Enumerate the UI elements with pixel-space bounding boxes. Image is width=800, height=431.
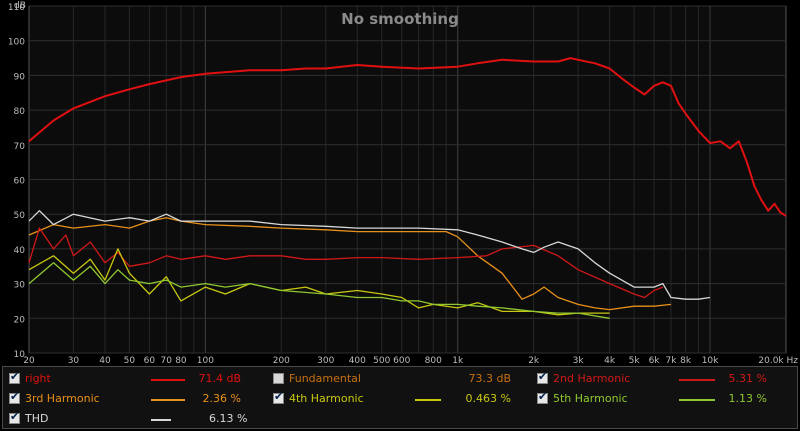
- x-tick-label: 20.0k Hz: [758, 356, 798, 366]
- check-mark-icon: ✔: [538, 370, 547, 384]
- x-tick-label: 6k: [649, 356, 661, 366]
- x-tick-label: 200: [273, 356, 290, 366]
- check-mark-icon: ✔: [538, 390, 547, 404]
- x-tick-label: 100: [197, 356, 214, 366]
- checkbox-4th-harmonic[interactable]: ✔: [273, 393, 284, 404]
- legend-value: 5.31 %: [729, 372, 767, 386]
- rew-distortion-window: 10 20 30 40 50 60 70 80 90 100 110 dB 20 30 40 50 60 70 80…: [0, 0, 800, 431]
- legend-value: 2.36 %: [203, 392, 241, 406]
- legend-label: 2nd Harmonic: [553, 372, 630, 386]
- x-tick-label: 600: [393, 356, 410, 366]
- y-tick-label: 30: [14, 281, 26, 291]
- legend-label: THD: [25, 412, 48, 426]
- x-tick-label: 5k: [629, 356, 641, 366]
- legend-line-swatch: [151, 419, 171, 421]
- y-tick-label: 20: [14, 315, 26, 325]
- x-tick-label: 20: [23, 356, 35, 366]
- checkbox-5th-harmonic[interactable]: ✔: [537, 393, 548, 404]
- y-tick-label: 80: [14, 107, 26, 117]
- legend-value: 0.463 %: [466, 392, 511, 406]
- checkbox-right[interactable]: ✔: [9, 373, 20, 384]
- x-tick-label: 2k: [528, 356, 540, 366]
- checkbox-thd[interactable]: ✔: [9, 413, 20, 424]
- legend-label: Fundamental: [289, 372, 361, 386]
- y-tick-label: 90: [14, 72, 26, 82]
- legend-item-4th-harmonic[interactable]: ✔ 4th Harmonic 0.463 %: [273, 390, 513, 408]
- x-tick-label: 8k: [680, 356, 692, 366]
- x-tick-label: 60: [144, 356, 156, 366]
- x-tick-label: 10k: [702, 356, 719, 366]
- legend-value: 71.4 dB: [198, 372, 241, 386]
- legend-item-thd[interactable]: ✔ THD 6.13 %: [9, 410, 249, 428]
- legend-item-2nd-harmonic[interactable]: ✔ 2nd Harmonic 5.31 %: [537, 370, 769, 388]
- x-tick-label: 80: [175, 356, 187, 366]
- legend-label: 3rd Harmonic: [25, 392, 100, 406]
- y-tick-label: 50: [14, 211, 26, 221]
- checkbox-2nd-harmonic[interactable]: ✔: [537, 373, 548, 384]
- x-tick-label: 4k: [604, 356, 616, 366]
- legend-line-swatch: [151, 399, 185, 401]
- legend-line-swatch: [679, 399, 715, 401]
- check-mark-icon: ✔: [274, 390, 283, 404]
- checkbox-fundamental[interactable]: [273, 373, 284, 384]
- legend-panel: ✔ right 71.4 dB Fundamental 73.3 dB ✔ 2n…: [2, 366, 798, 429]
- legend-label: right: [25, 372, 51, 386]
- legend-value: 1.13 %: [729, 392, 767, 406]
- checkbox-3rd-harmonic[interactable]: ✔: [9, 393, 20, 404]
- legend-line-swatch: [679, 379, 715, 381]
- x-tick-label: 30: [68, 356, 80, 366]
- x-tick-label: 400: [349, 356, 366, 366]
- x-tick-label: 500: [373, 356, 390, 366]
- x-tick-label: 40: [99, 356, 111, 366]
- check-mark-icon: ✔: [10, 370, 19, 384]
- x-tick-label: 50: [124, 356, 136, 366]
- legend-label: 4th Harmonic: [289, 392, 364, 406]
- x-tick-label: 70: [161, 356, 173, 366]
- y-tick-label: 100: [8, 38, 25, 48]
- legend-line-swatch: [151, 379, 185, 381]
- x-tick-label: 1k: [452, 356, 464, 366]
- y-unit-label: dB: [14, 1, 26, 11]
- legend-item-5th-harmonic[interactable]: ✔ 5th Harmonic 1.13 %: [537, 390, 769, 408]
- chart-title: No smoothing: [341, 10, 459, 28]
- check-mark-icon: ✔: [10, 390, 19, 404]
- y-tick-label: 40: [14, 246, 26, 256]
- x-tick-label: 800: [425, 356, 442, 366]
- legend-item-right[interactable]: ✔ right 71.4 dB: [9, 370, 249, 388]
- legend-item-3rd-harmonic[interactable]: ✔ 3rd Harmonic 2.36 %: [9, 390, 249, 408]
- legend-label: 5th Harmonic: [553, 392, 628, 406]
- y-tick-label: 70: [14, 142, 26, 152]
- legend-line-swatch: [415, 399, 441, 401]
- x-tick-label: 300: [317, 356, 334, 366]
- x-tick-label: 7k: [665, 356, 677, 366]
- x-tick-label: 3k: [573, 356, 585, 366]
- legend-value: 73.3 dB: [468, 372, 511, 386]
- y-tick-label: 60: [14, 177, 26, 187]
- legend-item-fundamental[interactable]: Fundamental 73.3 dB: [273, 370, 513, 388]
- check-mark-icon: ✔: [10, 410, 19, 424]
- legend-value: 6.13 %: [209, 412, 247, 426]
